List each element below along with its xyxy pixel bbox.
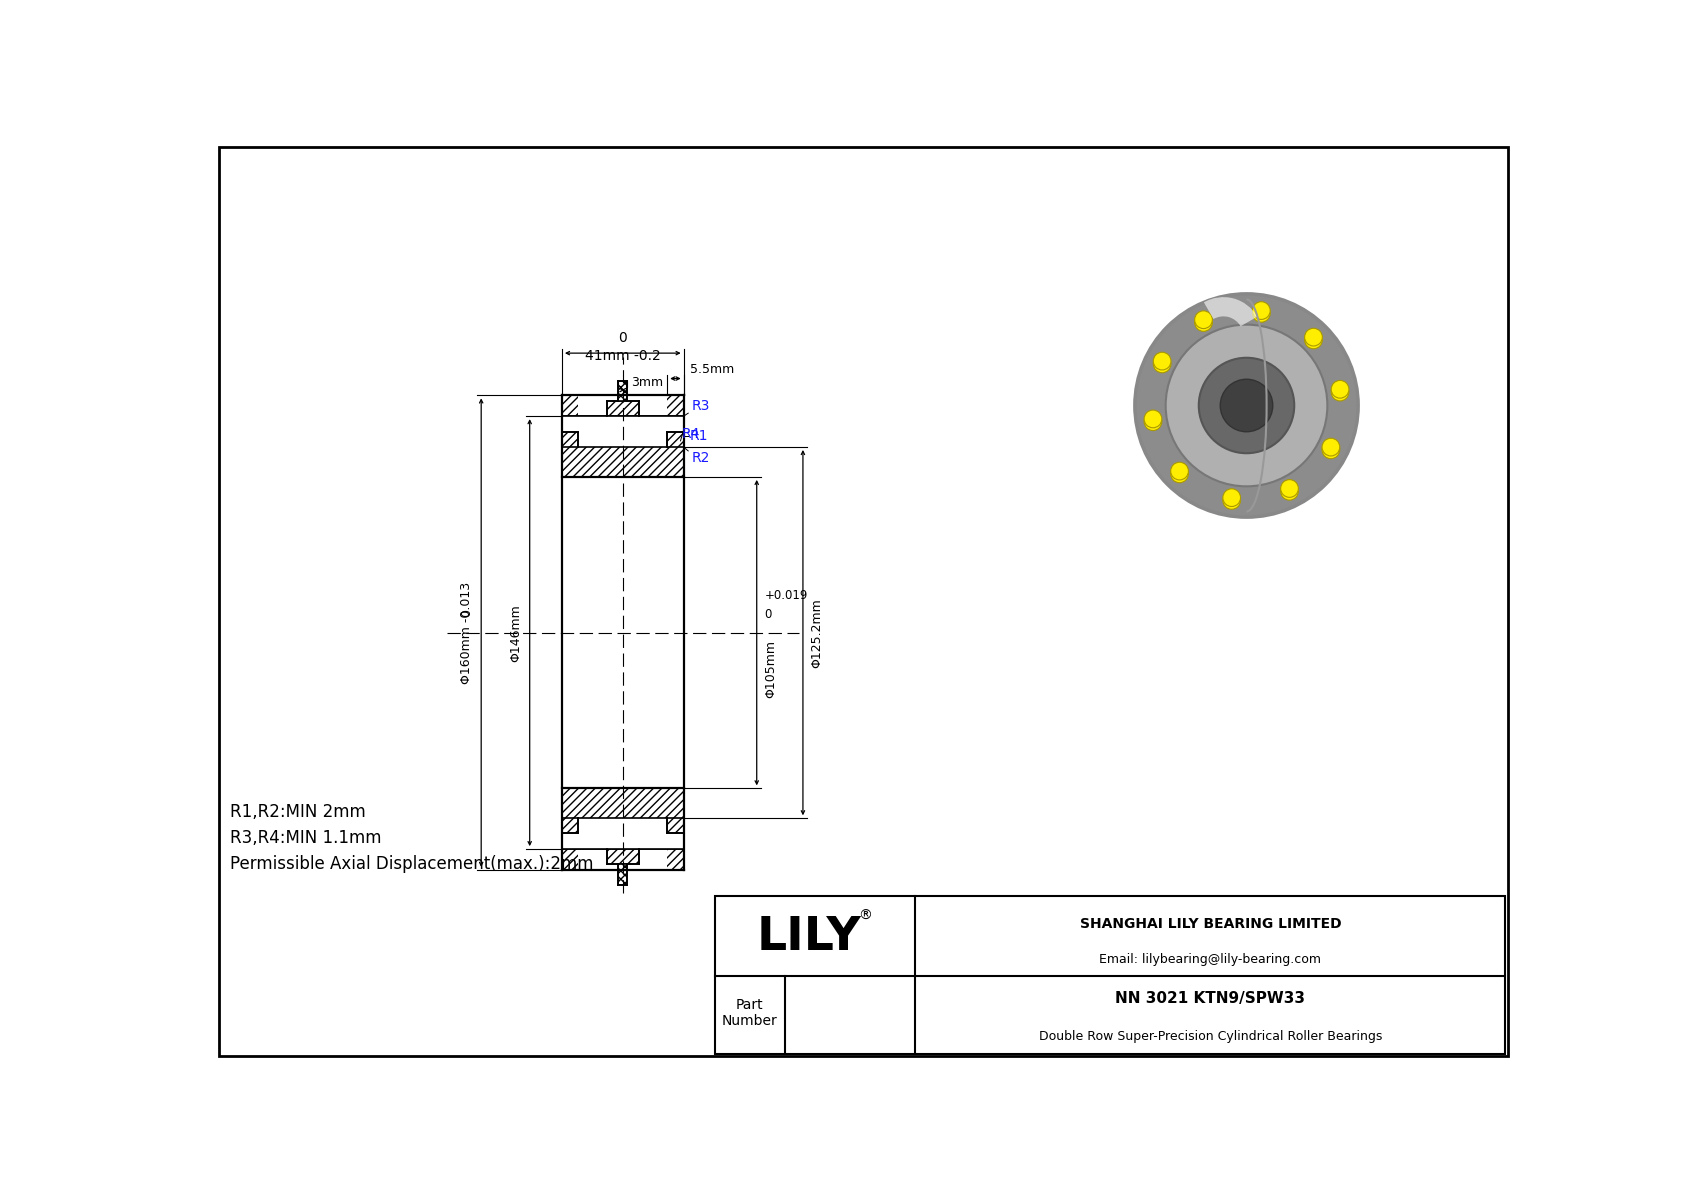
Text: Part
Number: Part Number bbox=[722, 998, 778, 1028]
Circle shape bbox=[1135, 294, 1359, 517]
Circle shape bbox=[1137, 295, 1356, 516]
Bar bbox=[716, 896, 1505, 1054]
Bar bbox=[562, 788, 684, 849]
Text: LILY: LILY bbox=[756, 915, 862, 960]
Circle shape bbox=[1137, 295, 1357, 516]
Text: R2: R2 bbox=[692, 451, 709, 464]
Circle shape bbox=[1322, 438, 1340, 456]
Bar bbox=[606, 849, 640, 863]
Text: Φ160mm -0.013: Φ160mm -0.013 bbox=[460, 581, 473, 684]
Circle shape bbox=[1322, 441, 1340, 459]
Bar bbox=[578, 818, 667, 869]
Text: SHANGHAI LILY BEARING LIMITED: SHANGHAI LILY BEARING LIMITED bbox=[1079, 917, 1340, 931]
Circle shape bbox=[1280, 482, 1298, 500]
Bar bbox=[562, 395, 684, 447]
Text: 3mm: 3mm bbox=[632, 375, 663, 388]
Bar bbox=[618, 863, 626, 885]
Text: Φ105mm: Φ105mm bbox=[765, 641, 778, 698]
Text: R3: R3 bbox=[692, 399, 709, 413]
Circle shape bbox=[1135, 294, 1357, 517]
Text: 0: 0 bbox=[765, 609, 771, 621]
Text: R4: R4 bbox=[682, 426, 701, 441]
Bar bbox=[562, 432, 578, 447]
Circle shape bbox=[1199, 357, 1295, 454]
Text: 0: 0 bbox=[460, 610, 473, 617]
Circle shape bbox=[1330, 380, 1349, 398]
Circle shape bbox=[1137, 297, 1356, 515]
Bar bbox=[562, 818, 684, 849]
Circle shape bbox=[1143, 410, 1162, 428]
Circle shape bbox=[1305, 331, 1322, 349]
Text: Permissible Axial Displacement(max.):2mm: Permissible Axial Displacement(max.):2mm bbox=[231, 855, 594, 873]
Text: ®: ® bbox=[859, 909, 872, 923]
Text: Φ125.2mm: Φ125.2mm bbox=[810, 598, 823, 667]
Circle shape bbox=[1135, 294, 1357, 517]
Text: 0: 0 bbox=[618, 331, 626, 345]
Wedge shape bbox=[1204, 297, 1258, 326]
Circle shape bbox=[1223, 488, 1241, 506]
Circle shape bbox=[1140, 299, 1352, 512]
Circle shape bbox=[1165, 325, 1327, 486]
Bar bbox=[667, 818, 684, 833]
Circle shape bbox=[1154, 353, 1170, 370]
Circle shape bbox=[1170, 462, 1189, 480]
Text: Φ146mm: Φ146mm bbox=[509, 604, 522, 661]
Bar bbox=[667, 432, 684, 447]
Text: Double Row Super-Precision Cylindrical Roller Bearings: Double Row Super-Precision Cylindrical R… bbox=[1039, 1030, 1383, 1043]
Circle shape bbox=[1221, 379, 1273, 432]
Bar bbox=[618, 381, 626, 401]
Bar bbox=[562, 818, 684, 869]
Circle shape bbox=[1170, 464, 1189, 482]
Bar bbox=[578, 395, 667, 447]
Circle shape bbox=[1330, 384, 1349, 401]
Text: 5.5mm: 5.5mm bbox=[690, 363, 734, 376]
Circle shape bbox=[1305, 329, 1322, 347]
Circle shape bbox=[1280, 480, 1298, 498]
Bar bbox=[562, 818, 578, 833]
Circle shape bbox=[1253, 305, 1270, 323]
Text: 41mm -0.2: 41mm -0.2 bbox=[584, 349, 660, 363]
Circle shape bbox=[1194, 313, 1212, 331]
Text: R1: R1 bbox=[690, 429, 709, 443]
Circle shape bbox=[1138, 298, 1354, 513]
Circle shape bbox=[1140, 299, 1354, 512]
Text: Email: lilybearing@lily-bearing.com: Email: lilybearing@lily-bearing.com bbox=[1100, 953, 1322, 966]
Circle shape bbox=[1138, 298, 1354, 513]
Text: +0.019: +0.019 bbox=[765, 588, 808, 601]
Text: R1,R2:MIN 2mm: R1,R2:MIN 2mm bbox=[231, 803, 365, 822]
Circle shape bbox=[1154, 355, 1170, 373]
Circle shape bbox=[1253, 301, 1270, 319]
Circle shape bbox=[1138, 297, 1356, 515]
Circle shape bbox=[1137, 297, 1356, 515]
Circle shape bbox=[1223, 492, 1241, 510]
Bar bbox=[606, 401, 640, 416]
Text: R3,R4:MIN 1.1mm: R3,R4:MIN 1.1mm bbox=[231, 829, 382, 847]
Circle shape bbox=[1194, 311, 1212, 329]
Bar bbox=[562, 416, 684, 447]
Circle shape bbox=[1138, 298, 1356, 513]
Circle shape bbox=[1140, 298, 1354, 512]
Circle shape bbox=[1137, 295, 1357, 516]
Bar bbox=[562, 416, 684, 478]
Text: NN 3021 KTN9/SPW33: NN 3021 KTN9/SPW33 bbox=[1115, 991, 1305, 1005]
Circle shape bbox=[1143, 413, 1162, 431]
